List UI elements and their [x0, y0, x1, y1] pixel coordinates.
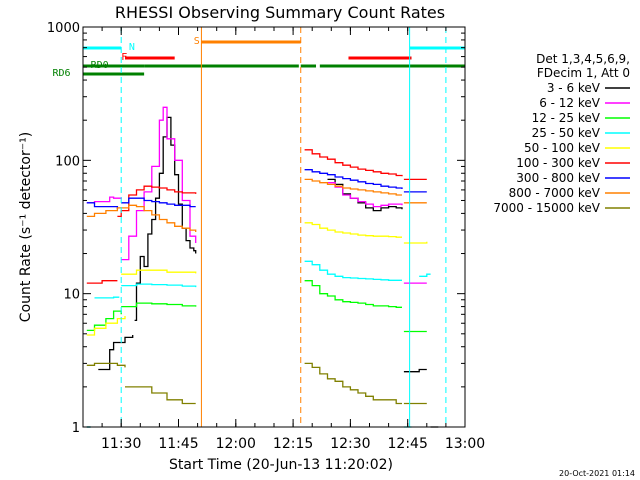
x-tick-label-4: 12:15: [273, 436, 313, 452]
series-7-segment-1: [86, 202, 119, 210]
series-3-segment-2: [121, 302, 197, 308]
series-5: [86, 222, 428, 336]
timestamp: 20-Oct-2021 01:14: [559, 469, 635, 478]
flag-bars-layer: NF S RD0 RD6: [52, 36, 465, 79]
x-axis: 11:30 11:45 12:00 12:15 12:30 12:45 13:00: [82, 27, 485, 452]
flag-n-label-1: N: [129, 42, 135, 53]
legend-label-6: 100 - 300 keV: [516, 156, 600, 170]
series-7: [86, 169, 427, 210]
flag-f-label-3: F: [121, 52, 127, 63]
series-9: [86, 362, 427, 405]
legend-header-1: Det 1,3,4,5,6,9,: [536, 52, 630, 66]
legend-label-4: 25 - 50 keV: [532, 126, 601, 140]
legend-label-1: 3 - 6 keV: [547, 81, 601, 95]
series-1-segment-5: [403, 368, 427, 373]
x-axis-label: Start Time (20-Jun-13 11:20:02): [169, 457, 393, 473]
legend-label-5: 50 - 100 keV: [524, 141, 601, 155]
series-4-segment-6: [419, 273, 431, 277]
legend-label-9: 7000 - 15000 keV: [493, 201, 600, 215]
legend-header-2: FDecim 1, Att 0: [537, 66, 630, 80]
series-4-segment-4: [304, 260, 402, 281]
x-tick-label-2: 11:45: [158, 436, 198, 452]
series-4-segment-2: [94, 296, 120, 299]
series-8: [86, 178, 427, 232]
series-4-segment-3: [121, 283, 197, 288]
flag-rd0-label-5: RD0: [91, 60, 109, 71]
x-tick-label-1: 11:30: [101, 436, 141, 452]
series-2-segment-2: [121, 106, 197, 261]
legend: Det 1,3,4,5,6,9,FDecim 1, Att 03 - 6 keV…: [493, 52, 630, 215]
series-8-segment-2: [304, 178, 402, 196]
series-8-segment-1: [86, 204, 197, 232]
series-6-segment-3: [304, 149, 403, 177]
series-7-segment-2: [121, 197, 196, 208]
series-9-segment-2: [125, 386, 196, 405]
legend-label-2: 6 - 12 keV: [539, 96, 601, 110]
y-tick-label-4: 1000: [47, 21, 80, 36]
series-5-segment-1: [86, 316, 126, 336]
legend-label-8: 800 - 7000 keV: [509, 186, 601, 200]
legend-label-3: 12 - 25 keV: [532, 111, 601, 125]
series-5-segment-4: [403, 241, 428, 244]
y-tick-label-2: 10: [63, 288, 80, 303]
series-7-segment-3: [304, 169, 403, 189]
vertical-markers-layer: [120, 27, 447, 427]
x-tick-label-5: 12:30: [330, 436, 370, 452]
series-5-segment-2: [121, 269, 197, 275]
y-axis: 1 10 100 1000: [47, 21, 465, 436]
x-tick-label-7: 13:00: [445, 436, 485, 452]
flag-rd6-label-6: RD6: [52, 68, 70, 79]
series-5-segment-3: [304, 222, 402, 238]
y-tick-label-1: 1: [72, 421, 80, 436]
y-tick-label-3: 100: [55, 154, 80, 169]
flag-s-label-4: S: [194, 36, 200, 47]
series-3-segment-3: [304, 280, 402, 308]
legend-label-7: 300 - 800 keV: [516, 171, 600, 185]
chart-title: RHESSI Observing Summary Count Rates: [115, 3, 445, 22]
series-9-segment-1: [86, 362, 126, 368]
y-axis-label: Count Rate (s⁻¹ detector⁻¹): [18, 132, 34, 322]
series-6-segment-1: [86, 280, 118, 284]
series-layer: [86, 106, 439, 428]
x-tick-label-6: 12:45: [388, 436, 428, 452]
x-tick-label-3: 12:00: [216, 436, 256, 452]
series-9-segment-3: [304, 362, 402, 405]
